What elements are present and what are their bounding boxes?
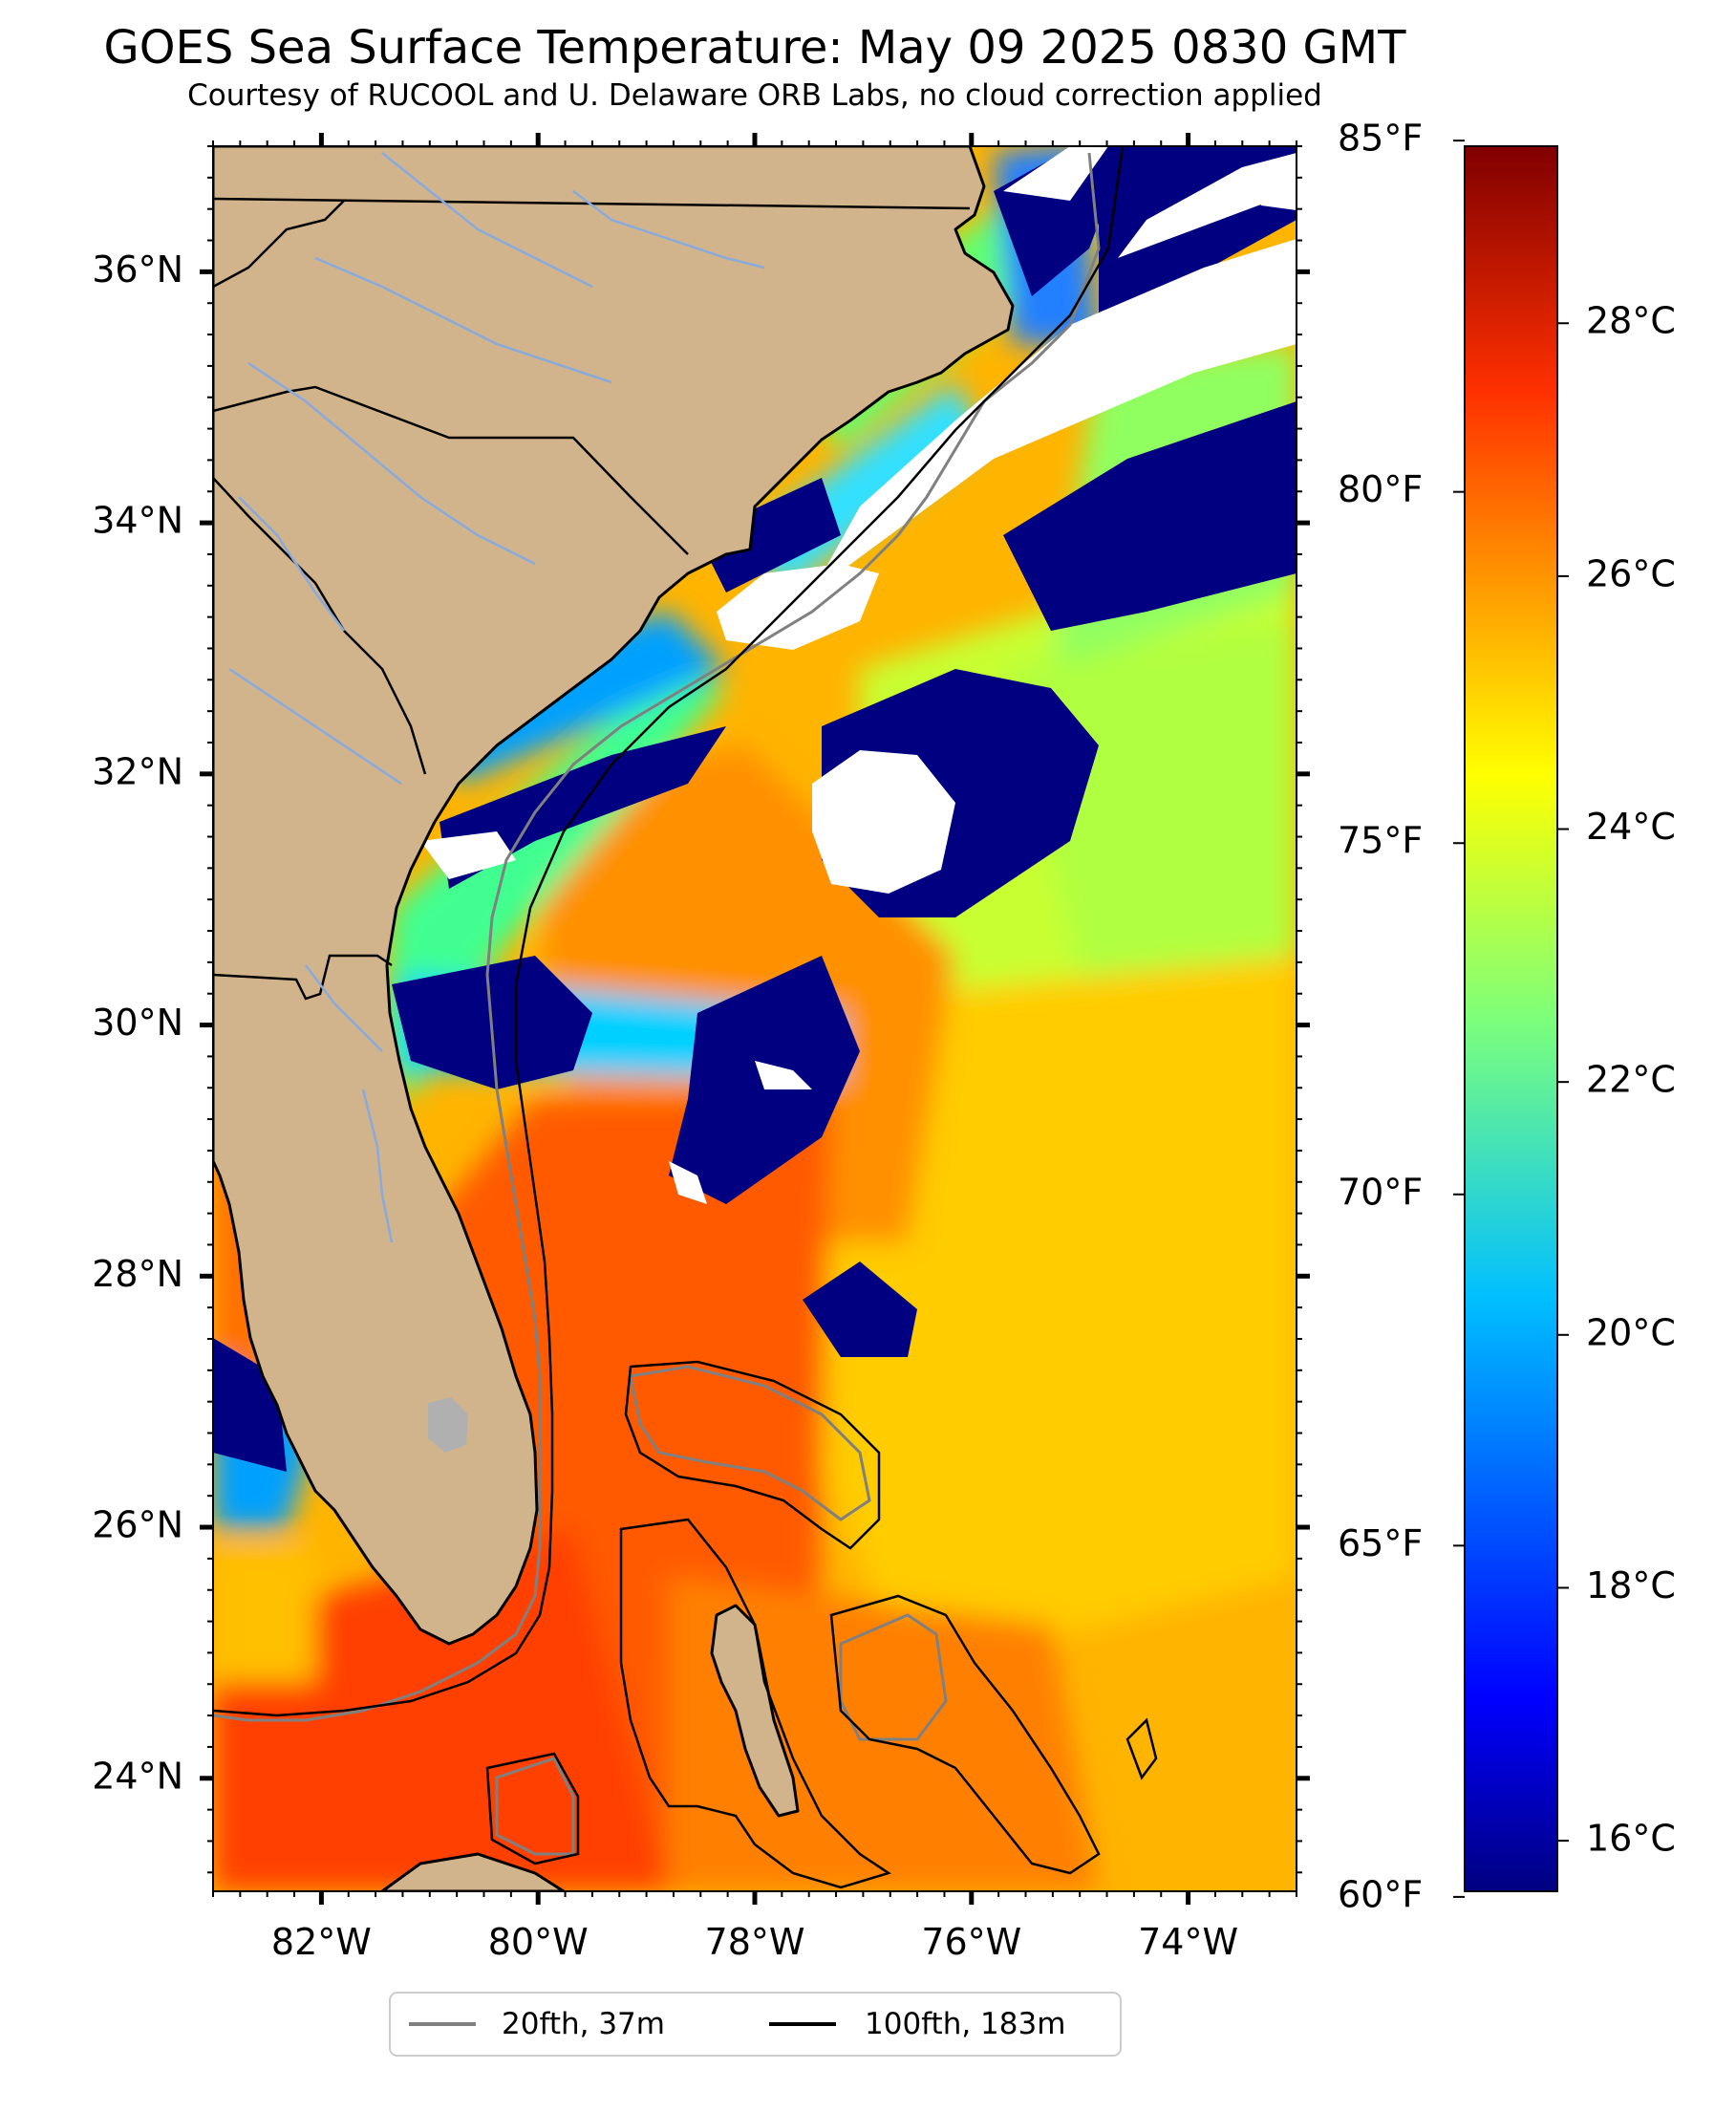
state-borders (213, 197, 971, 1001)
longitude-labels: 82°W 80°W 78°W 76°W 74°W (271, 1921, 1238, 1963)
cbar-label-85f: 85°F (1338, 118, 1423, 160)
cbar-label-65f: 65°F (1338, 1522, 1423, 1564)
cbar-label-18c: 18°C (1586, 1564, 1676, 1606)
legend-label-100fth: 100fth, 183m (865, 2007, 1065, 2041)
lat-label-24: 24°N (92, 1755, 183, 1797)
lon-label-82: 82°W (271, 1921, 372, 1963)
lon-label-74: 74°W (1138, 1921, 1238, 1963)
cbar-label-22c: 22°C (1586, 1059, 1676, 1101)
cbar-label-26c: 26°C (1586, 552, 1676, 594)
cbar-label-80f: 80°F (1338, 468, 1423, 510)
lon-label-80: 80°W (488, 1921, 589, 1963)
legend: 20fth, 37m 100fth, 183m (389, 1992, 1122, 2057)
lat-label-28: 28°N (92, 1253, 183, 1295)
cbar-label-28c: 28°C (1586, 300, 1676, 342)
colorbar-ticks (1453, 140, 1569, 1898)
longitude-axis (212, 133, 1297, 1905)
lat-label-26: 26°N (92, 1504, 183, 1546)
lat-label-34: 34°N (92, 500, 183, 542)
map-title: GOES Sea Surface Temperature: May 09 202… (103, 21, 1406, 75)
rivers (228, 152, 765, 1243)
colorbar-fahrenheit-labels: 60°F 65°F 70°F 75°F 80°F 85°F (1338, 118, 1423, 1916)
isobath-100fth (213, 146, 1158, 1889)
cbar-label-20c: 20°C (1586, 1311, 1676, 1353)
cbar-label-16c: 16°C (1586, 1818, 1676, 1860)
map-subtitle: Courtesy of RUCOOL and U. Delaware ORB L… (187, 78, 1322, 113)
cbar-label-60f: 60°F (1338, 1873, 1423, 1915)
cbar-label-75f: 75°F (1338, 820, 1423, 862)
lat-label-36: 36°N (92, 248, 183, 291)
cloud-mask-regions (420, 146, 1297, 1204)
lon-label-76: 76°W (921, 1921, 1021, 1963)
legend-label-20fth: 20fth, 37m (502, 2007, 665, 2041)
colorbar-celsius-labels: 16°C 18°C 20°C 22°C 24°C 26°C 28°C (1586, 300, 1676, 1860)
land (213, 146, 1015, 1891)
lon-label-78: 78°W (705, 1921, 805, 1963)
latitude-labels: 36°N 34°N 32°N 30°N 28°N 26°N 24°N (92, 248, 183, 1797)
cbar-label-24c: 24°C (1586, 806, 1676, 848)
lat-label-32: 32°N (92, 750, 183, 792)
lake-okeechobee (428, 1397, 468, 1453)
latitude-axis (200, 145, 1310, 1874)
legend-box (389, 1992, 1122, 2057)
colorbar (1464, 145, 1558, 1892)
lat-label-30: 30°N (92, 1002, 183, 1044)
cbar-label-70f: 70°F (1338, 1171, 1423, 1213)
sst-field (213, 146, 1297, 1891)
